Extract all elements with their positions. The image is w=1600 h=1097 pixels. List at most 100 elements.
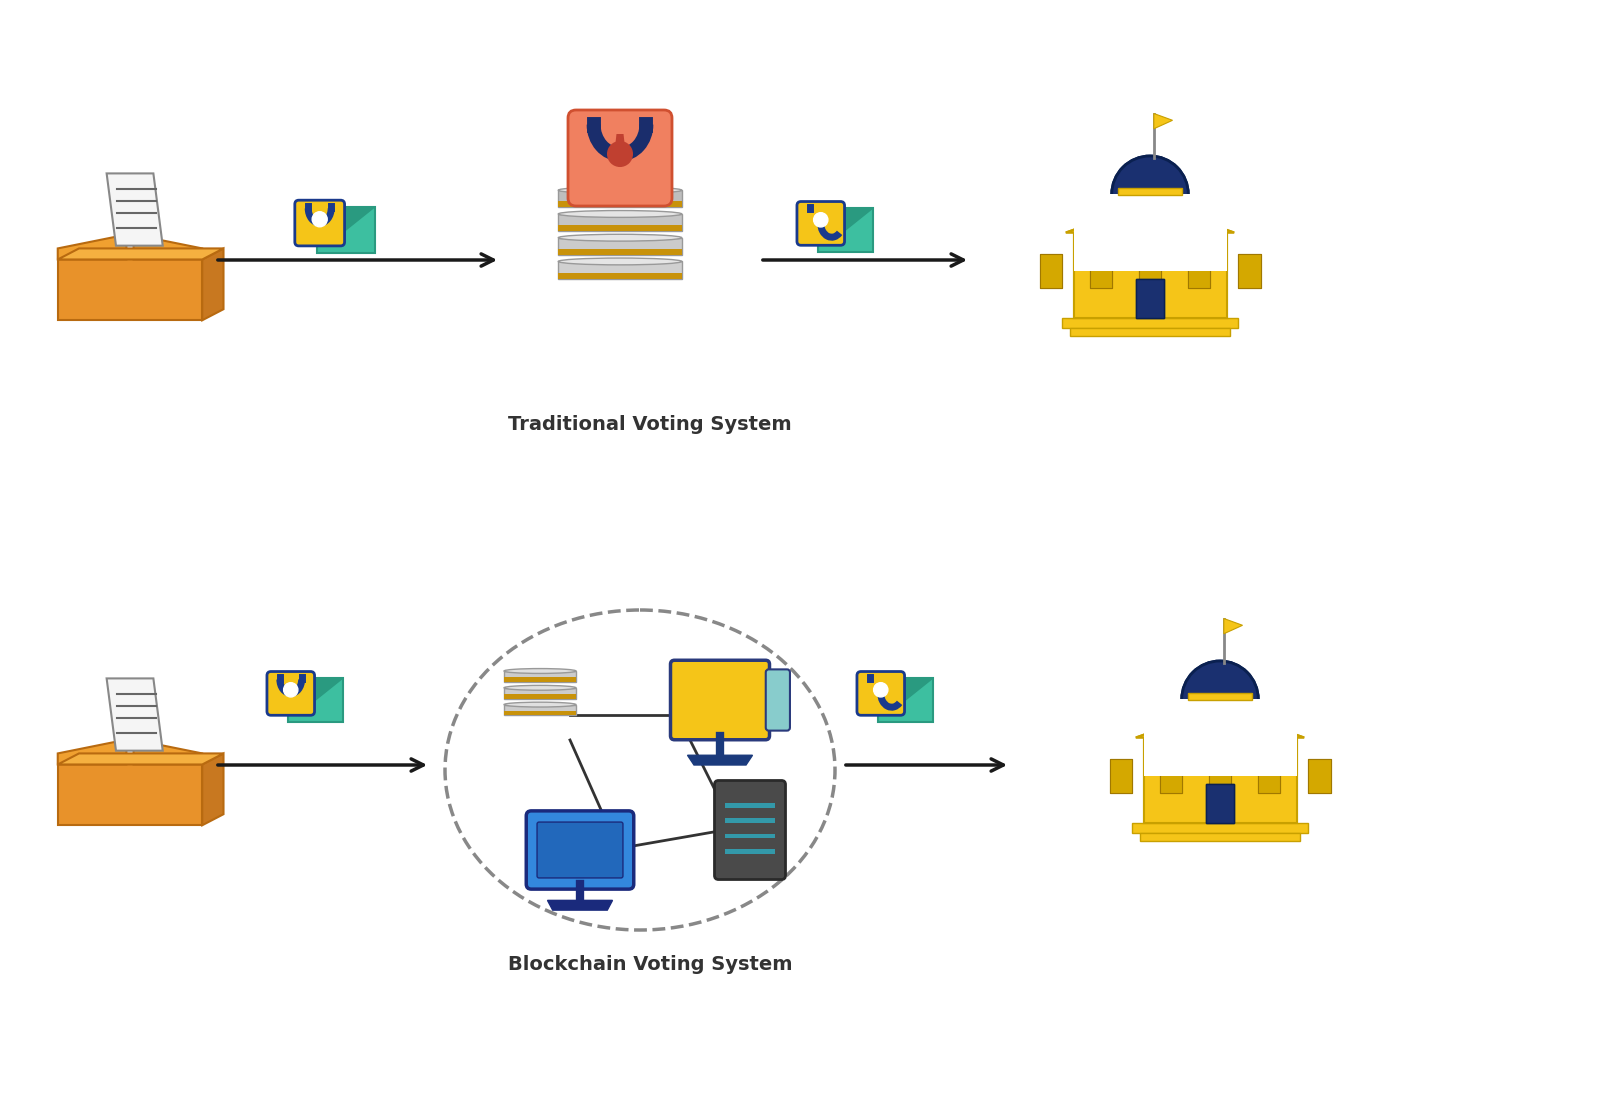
- Polygon shape: [58, 248, 224, 260]
- Ellipse shape: [504, 686, 576, 690]
- FancyBboxPatch shape: [294, 200, 344, 246]
- Polygon shape: [1144, 699, 1296, 776]
- Polygon shape: [1074, 194, 1227, 271]
- Polygon shape: [558, 225, 682, 231]
- Polygon shape: [202, 754, 224, 825]
- Polygon shape: [878, 678, 933, 700]
- Circle shape: [312, 212, 328, 227]
- Polygon shape: [818, 208, 874, 230]
- FancyBboxPatch shape: [766, 669, 790, 731]
- Polygon shape: [1109, 759, 1131, 793]
- Ellipse shape: [504, 702, 576, 708]
- Polygon shape: [1062, 317, 1238, 328]
- Polygon shape: [1139, 253, 1162, 287]
- Polygon shape: [288, 678, 342, 722]
- Text: Traditional Voting System: Traditional Voting System: [509, 415, 792, 434]
- Polygon shape: [558, 190, 682, 207]
- Polygon shape: [1154, 113, 1173, 128]
- Polygon shape: [877, 682, 883, 688]
- FancyBboxPatch shape: [858, 671, 904, 715]
- Polygon shape: [558, 261, 682, 279]
- Polygon shape: [1109, 759, 1131, 793]
- Ellipse shape: [558, 211, 682, 217]
- Polygon shape: [1066, 203, 1234, 233]
- FancyBboxPatch shape: [797, 202, 845, 246]
- Polygon shape: [725, 803, 776, 807]
- Polygon shape: [1189, 693, 1251, 700]
- Polygon shape: [1210, 759, 1230, 793]
- Polygon shape: [1139, 833, 1301, 841]
- FancyBboxPatch shape: [568, 110, 672, 206]
- Ellipse shape: [1182, 661, 1258, 737]
- Polygon shape: [1210, 759, 1230, 793]
- Polygon shape: [504, 678, 576, 682]
- Polygon shape: [725, 834, 776, 838]
- Polygon shape: [1187, 253, 1210, 287]
- FancyBboxPatch shape: [526, 811, 634, 890]
- Polygon shape: [1206, 784, 1234, 823]
- Polygon shape: [1258, 759, 1280, 793]
- Polygon shape: [504, 704, 576, 715]
- Polygon shape: [1090, 253, 1112, 287]
- Polygon shape: [1139, 253, 1162, 287]
- Polygon shape: [1136, 280, 1163, 317]
- FancyBboxPatch shape: [267, 671, 315, 715]
- Polygon shape: [1074, 233, 1227, 317]
- Polygon shape: [1224, 619, 1243, 634]
- Polygon shape: [1189, 699, 1251, 710]
- Ellipse shape: [1182, 661, 1258, 737]
- Polygon shape: [1074, 194, 1227, 271]
- Polygon shape: [1258, 759, 1280, 793]
- Ellipse shape: [1112, 156, 1189, 233]
- Polygon shape: [1074, 233, 1227, 317]
- Circle shape: [814, 213, 827, 227]
- Polygon shape: [1070, 328, 1230, 336]
- Polygon shape: [1309, 759, 1331, 793]
- Polygon shape: [1144, 699, 1296, 776]
- Polygon shape: [504, 688, 576, 699]
- Polygon shape: [1136, 280, 1163, 317]
- Polygon shape: [58, 235, 126, 260]
- Circle shape: [608, 142, 632, 167]
- Polygon shape: [134, 235, 202, 260]
- Polygon shape: [1066, 203, 1234, 233]
- Polygon shape: [558, 238, 682, 255]
- Polygon shape: [558, 202, 682, 207]
- Polygon shape: [1206, 784, 1234, 823]
- Polygon shape: [878, 678, 933, 722]
- Polygon shape: [1160, 759, 1182, 793]
- Polygon shape: [1118, 194, 1182, 205]
- Polygon shape: [1118, 189, 1182, 195]
- Text: Blockchain Voting System: Blockchain Voting System: [507, 955, 792, 974]
- Polygon shape: [1040, 253, 1062, 287]
- Polygon shape: [288, 682, 294, 688]
- Polygon shape: [1144, 737, 1296, 823]
- FancyBboxPatch shape: [538, 822, 622, 878]
- Polygon shape: [725, 818, 776, 823]
- Polygon shape: [1238, 253, 1261, 287]
- Circle shape: [283, 682, 298, 697]
- Polygon shape: [725, 849, 776, 853]
- Polygon shape: [1160, 759, 1182, 793]
- Polygon shape: [134, 739, 202, 765]
- Polygon shape: [1238, 253, 1261, 287]
- FancyBboxPatch shape: [715, 780, 786, 880]
- Ellipse shape: [504, 668, 576, 674]
- Polygon shape: [1187, 253, 1210, 287]
- Polygon shape: [1189, 699, 1251, 710]
- Polygon shape: [818, 208, 874, 252]
- Polygon shape: [558, 272, 682, 279]
- FancyBboxPatch shape: [670, 660, 770, 739]
- Ellipse shape: [1112, 156, 1189, 233]
- Polygon shape: [288, 678, 342, 700]
- Polygon shape: [1090, 253, 1112, 287]
- Polygon shape: [107, 173, 163, 246]
- Polygon shape: [818, 213, 824, 218]
- Circle shape: [874, 682, 888, 697]
- Polygon shape: [58, 765, 202, 825]
- Polygon shape: [1118, 194, 1182, 205]
- Polygon shape: [1309, 759, 1331, 793]
- Polygon shape: [1040, 253, 1062, 287]
- Ellipse shape: [558, 258, 682, 264]
- Polygon shape: [1136, 708, 1304, 737]
